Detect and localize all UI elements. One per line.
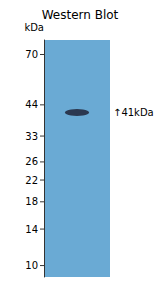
svg-text:10: 10 xyxy=(25,260,38,271)
svg-text:70: 70 xyxy=(25,49,38,60)
svg-text:18: 18 xyxy=(25,196,38,207)
svg-text:14: 14 xyxy=(25,224,38,235)
svg-text:26: 26 xyxy=(25,156,38,167)
svg-text:↑41kDa: ↑41kDa xyxy=(113,107,154,118)
svg-text:44: 44 xyxy=(25,99,38,110)
svg-text:33: 33 xyxy=(25,131,38,142)
svg-text:Western Blot: Western Blot xyxy=(42,8,119,22)
svg-text:kDa: kDa xyxy=(24,22,44,33)
svg-text:22: 22 xyxy=(25,175,38,186)
